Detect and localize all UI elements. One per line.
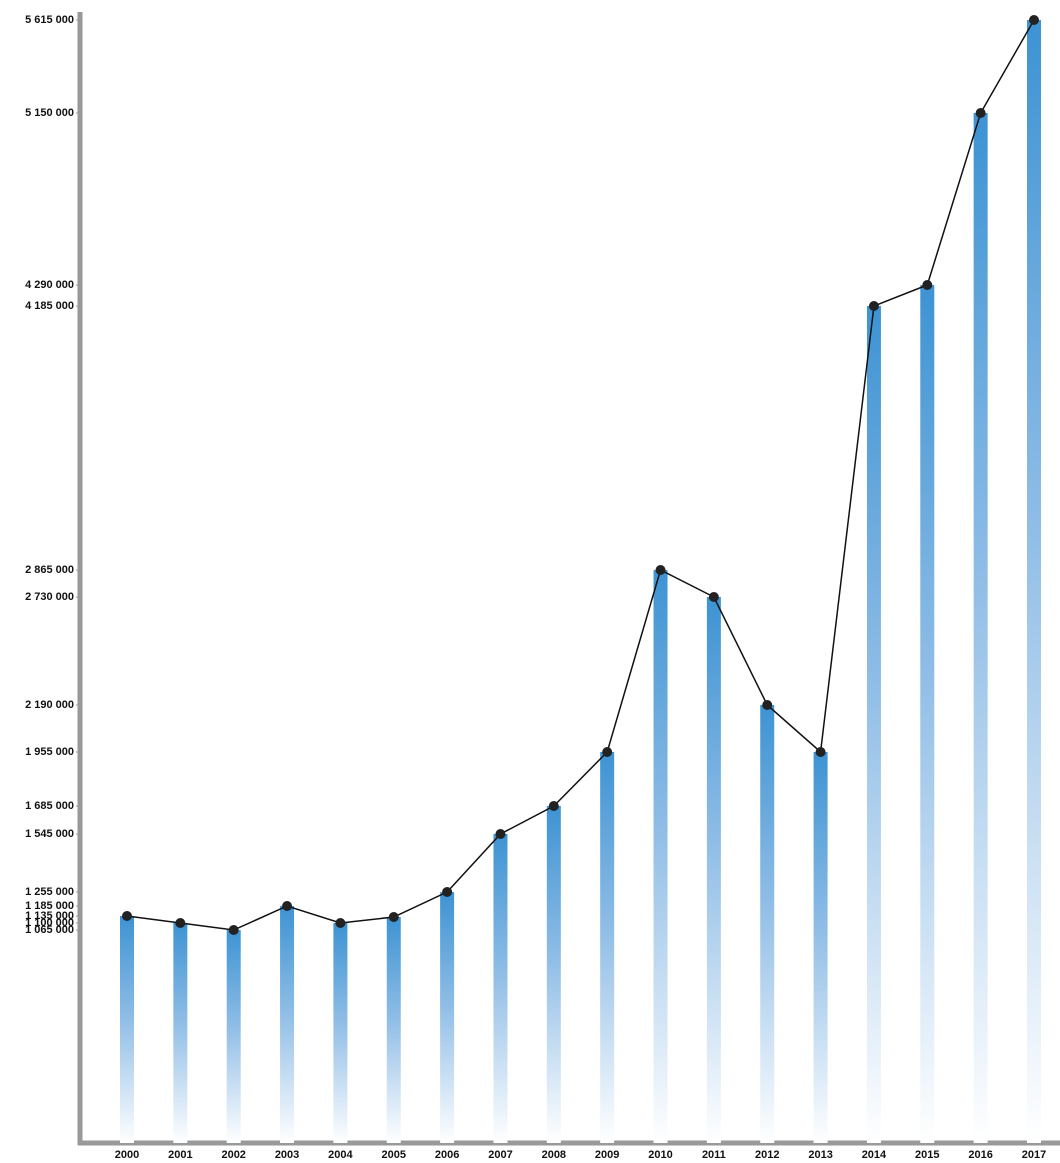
- y-tick-label: 1 255 000: [25, 886, 74, 898]
- x-tick-label: 2017: [1022, 1149, 1046, 1161]
- line: [126, 19, 1035, 931]
- marker: [868, 301, 879, 311]
- marker: [122, 911, 132, 921]
- x-tick-label: 2004: [328, 1149, 353, 1161]
- marker: [762, 700, 773, 710]
- x-tick-label: 2011: [702, 1149, 726, 1161]
- bar: [920, 285, 935, 1143]
- y-tick-label: 1 135 000: [25, 910, 74, 922]
- marker: [922, 280, 933, 290]
- bar: [706, 597, 721, 1143]
- y-tick-label: 1 685 000: [25, 800, 74, 812]
- x-tick-label: 2010: [648, 1149, 672, 1161]
- y-tick-label: 1 955 000: [25, 746, 74, 758]
- bar: [280, 906, 295, 1143]
- x-tick-label: 2013: [808, 1149, 832, 1161]
- marker: [1029, 15, 1039, 25]
- y-tick-label: 1 065 000: [25, 924, 74, 936]
- marker: [548, 801, 559, 811]
- y-tick-label: 1 545 000: [25, 828, 74, 840]
- x-tick-label: 2001: [168, 1149, 192, 1161]
- bar: [653, 570, 668, 1143]
- marker: [815, 747, 826, 757]
- marker: [442, 887, 453, 897]
- x-tick-label: 2006: [435, 1149, 459, 1161]
- y-tick-label: 4 290 000: [25, 279, 74, 291]
- marker: [655, 565, 666, 575]
- bar: [493, 834, 508, 1143]
- x-tick-label: 2000: [115, 1149, 139, 1161]
- x-tick-label: 2014: [862, 1149, 887, 1161]
- x-tick-label: 2012: [755, 1149, 779, 1161]
- marker: [495, 829, 506, 839]
- x-tick-label: 2015: [915, 1149, 939, 1161]
- bar: [120, 916, 134, 1143]
- marker: [388, 912, 399, 922]
- bar: [866, 306, 881, 1143]
- bar: [813, 752, 828, 1143]
- y-tick-label: 2 190 000: [25, 699, 74, 711]
- bar: [546, 806, 561, 1143]
- y-tick-label: 4 185 000: [25, 300, 74, 312]
- marker: [335, 918, 346, 928]
- y-tick-label: 2 730 000: [25, 591, 74, 603]
- y-tick-label: 1 100 000: [25, 917, 74, 929]
- bar: [973, 113, 988, 1143]
- x-tick-label: 2008: [542, 1149, 566, 1161]
- x-tick-label: 2007: [488, 1149, 512, 1161]
- y-tick-label: 2 865 000: [25, 564, 74, 576]
- marker: [708, 592, 719, 602]
- y-tick-label: 5 615 000: [25, 14, 74, 26]
- marker: [228, 925, 239, 935]
- marker: [602, 747, 613, 757]
- x-tick-label: 2009: [595, 1149, 619, 1161]
- y-tick-label: 1 185 000: [25, 900, 74, 912]
- bar: [333, 923, 348, 1143]
- x-tick-label: 2002: [221, 1149, 245, 1161]
- bar: [760, 705, 775, 1143]
- bar: [1027, 20, 1041, 1143]
- x-tick-label: 2005: [382, 1149, 406, 1161]
- bar: [600, 752, 615, 1143]
- y-tick-label: 5 150 000: [25, 107, 74, 119]
- bar: [173, 923, 188, 1143]
- bar: [386, 917, 401, 1143]
- marker: [282, 901, 293, 911]
- marker: [975, 108, 986, 118]
- bar: [226, 930, 241, 1143]
- x-tick-label: 2016: [968, 1149, 992, 1161]
- marker: [175, 918, 186, 928]
- x-tick-label: 2003: [275, 1149, 299, 1161]
- bar: [440, 892, 455, 1143]
